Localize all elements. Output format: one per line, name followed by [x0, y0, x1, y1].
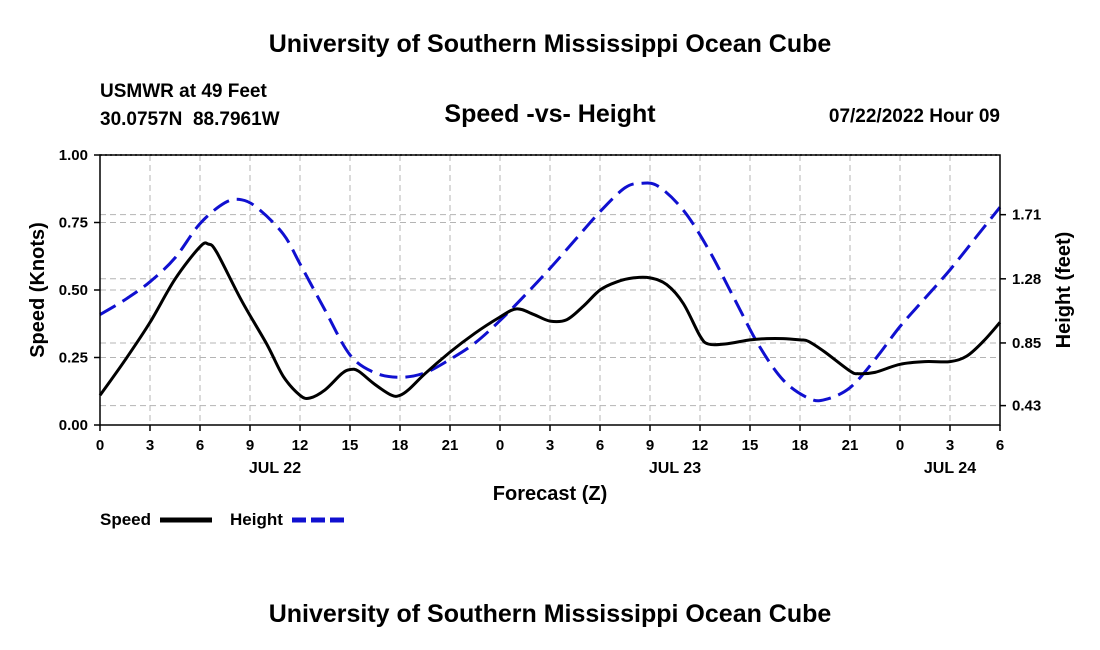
station-name: USMWR at 49 Feet: [100, 81, 267, 102]
x-tick-label: 0: [896, 437, 904, 454]
y2-tick-label: 0.85: [1012, 335, 1041, 352]
x-tick-label: 0: [496, 437, 504, 454]
x-tick-label: 21: [842, 437, 859, 454]
axes: 0 3 6 9 12 15 18 21 0 3 6 9 12 15 18 21 0 3 6 0.00 0.25 0.50 0…: [59, 147, 1041, 477]
station-info: USMWR at 49 Feet 30.0757N 88.7961W: [100, 78, 280, 134]
y-tick-label: 0.50: [59, 282, 88, 299]
x-tick-label: 0: [96, 437, 104, 454]
issued-datetime: 07/22/2022 Hour 09: [828, 106, 1000, 127]
x-tick-label: 3: [946, 437, 954, 454]
x-tick-label: 15: [342, 437, 359, 454]
y-tick-label: 0.75: [59, 215, 88, 232]
chart-main-title: University of Southern Mississippi Ocean…: [268, 30, 832, 58]
x-tick-label: 9: [246, 437, 254, 454]
x-tick-label: 6: [596, 437, 604, 454]
x-tick-label: 12: [692, 437, 709, 454]
y-tick-label: 1.00: [59, 147, 88, 164]
x-tick-label: 6: [996, 437, 1004, 454]
legend-speed-label: Speed: [100, 510, 151, 529]
chart-footer-title: University of Southern Mississippi Ocean…: [268, 600, 832, 628]
height-series-line: [99, 181, 1002, 403]
legend-height-label: Height: [230, 510, 283, 529]
y2-tick-label: 1.71: [1012, 207, 1041, 224]
y-tick-label: 0.00: [59, 417, 88, 434]
x-tick-label: 21: [442, 437, 459, 454]
y2-axis-label: Height (feet): [1053, 232, 1075, 349]
x-tick-label: 3: [546, 437, 554, 454]
x-day-label: JUL 23: [649, 460, 701, 477]
x-tick-label: 12: [292, 437, 309, 454]
chart-subtitle: Speed -vs- Height: [444, 100, 656, 128]
x-day-label: JUL 22: [249, 460, 301, 477]
x-tick-label: 3: [146, 437, 154, 454]
speed-series-line: [98, 241, 1002, 400]
y2-tick-label: 0.43: [1012, 398, 1041, 415]
legend: Speed Height: [100, 510, 344, 529]
x-tick-label: 15: [742, 437, 759, 454]
x-tick-label: 18: [792, 437, 809, 454]
y2-tick-label: 1.28: [1012, 271, 1041, 288]
x-day-label: JUL 24: [924, 460, 976, 477]
station-coordinates: 30.0757N 88.7961W: [100, 109, 280, 130]
y-tick-label: 0.25: [59, 350, 88, 367]
x-tick-label: 9: [646, 437, 654, 454]
x-tick-label: 18: [392, 437, 409, 454]
y-axis-label: Speed (Knots): [27, 222, 49, 358]
x-tick-label: 6: [196, 437, 204, 454]
series-layer: [98, 181, 1002, 403]
x-axis-label: Forecast (Z): [493, 483, 607, 505]
